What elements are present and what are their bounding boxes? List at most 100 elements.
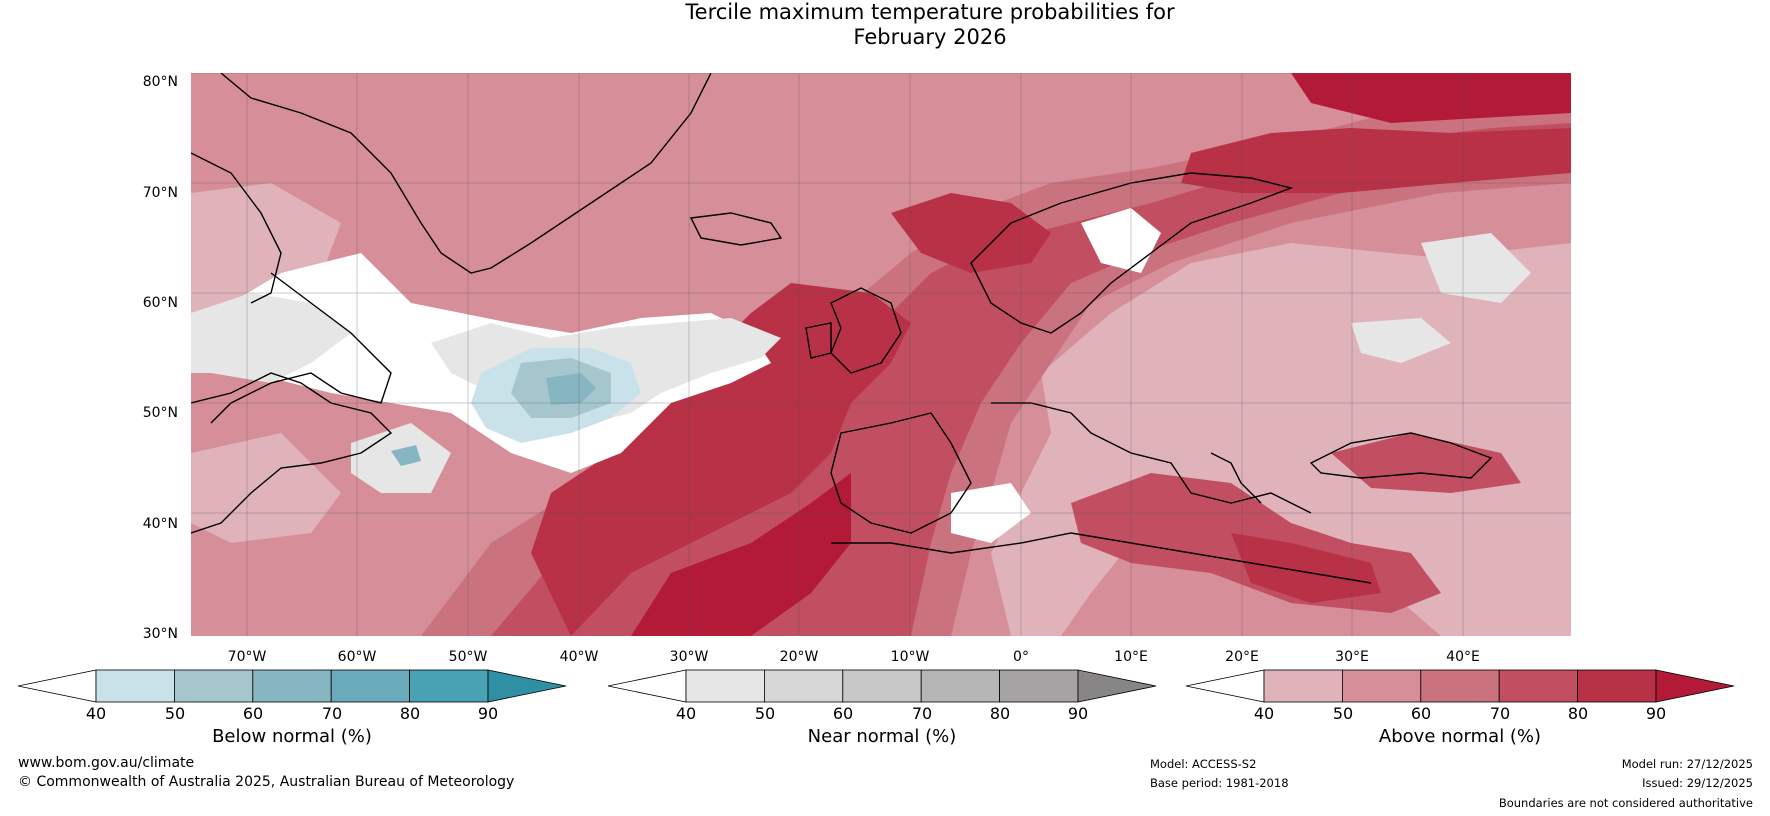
labrador-near-40-50 — [191, 293, 351, 383]
legend-swatch — [1263, 669, 1343, 703]
legend-tick: 80 — [1567, 704, 1589, 723]
map-svg — [191, 73, 1571, 636]
legend-tick: 80 — [989, 704, 1011, 723]
legend-title-near: Near normal (%) — [807, 726, 957, 747]
legend-tick: 50 — [164, 704, 186, 723]
website-link[interactable]: www.bom.gov.au/climate — [18, 755, 195, 771]
legend-swatch — [173, 669, 254, 703]
lat-label-30n: 30°N — [142, 626, 178, 642]
newfoundland-coast — [191, 372, 393, 534]
labrador-coast — [210, 272, 392, 424]
lon-label-40e: 40°E — [1446, 649, 1480, 665]
lon-label-10e: 10°E — [1114, 649, 1148, 665]
legend-tick: 70 — [1489, 704, 1511, 723]
legend-tick: 50 — [1332, 704, 1354, 723]
model-run-text: Model run: 27/12/2025 — [1621, 757, 1753, 771]
disclaimer-text: Boundaries are not considered authoritat… — [1498, 796, 1753, 810]
lon-label-30w: 30°W — [669, 649, 709, 665]
blacksea-above-70-80 — [1331, 433, 1521, 493]
lat-label-70n: 70°N — [142, 185, 178, 201]
africa-coast — [831, 532, 1372, 584]
base-period-text: Base period: 1981-2018 — [1150, 776, 1289, 790]
legend-tick: 80 — [399, 704, 421, 723]
legend-below-normal: 40 50 60 70 80 90 Below normal (%) — [17, 668, 567, 747]
mediterranean-above-80-90 — [1231, 533, 1381, 603]
legend-swatch — [685, 669, 765, 703]
below-normal-small — [391, 445, 421, 466]
legend-extend-high — [487, 669, 567, 703]
legend-swatch — [330, 669, 411, 703]
legend-swatch — [409, 669, 489, 703]
ireland-coast — [805, 322, 832, 359]
legend-swatch — [1420, 669, 1500, 703]
iceland-coast — [689, 212, 783, 246]
italy-coast — [1210, 452, 1262, 504]
russia-near-40-50 — [1421, 233, 1531, 303]
legend-swatch — [1498, 669, 1579, 703]
map-title: Tercile maximum temperature probabilitie… — [0, 0, 1770, 50]
lon-label-30e: 30°E — [1335, 649, 1369, 665]
legend-swatch — [842, 669, 922, 703]
legend-extend-high — [1655, 669, 1735, 703]
legend-swatch — [252, 669, 332, 703]
issued-text: Issued: 29/12/2025 — [1642, 776, 1753, 790]
legend-title-below: Below normal (%) — [212, 726, 372, 747]
below-normal-70-80 — [546, 373, 596, 405]
legend-tick: 40 — [1253, 704, 1275, 723]
arctic-above-80-90 — [1181, 128, 1571, 193]
legend-bar-near — [607, 669, 1157, 703]
copyright-text: © Commonwealth of Australia 2025, Austra… — [18, 774, 515, 790]
title-line-2: February 2026 — [853, 25, 1007, 49]
greenland-coast — [220, 73, 712, 274]
lon-label-70w: 70°W — [227, 649, 267, 665]
legend-tick: 70 — [321, 704, 343, 723]
legend-title-above: Above normal (%) — [1378, 726, 1542, 747]
legend-swatch — [1341, 669, 1422, 703]
legend-tick: 70 — [911, 704, 933, 723]
legend-extend-low — [17, 669, 97, 703]
lat-label-40n: 40°N — [142, 516, 178, 532]
lon-label-20e: 20°E — [1225, 649, 1259, 665]
lon-label-10w: 10°W — [890, 649, 930, 665]
coastlines — [191, 73, 1493, 584]
legend-tick: 90 — [1645, 704, 1667, 723]
legend-tick: 90 — [1067, 704, 1089, 723]
legend-tick: 60 — [242, 704, 264, 723]
lon-label-60w: 60°W — [337, 649, 377, 665]
legend-tick: 50 — [754, 704, 776, 723]
scandinavia-coast — [970, 172, 1294, 334]
lat-label-50n: 50°N — [142, 405, 178, 421]
lon-label-40w: 40°W — [559, 649, 599, 665]
legend-extend-low — [607, 669, 687, 703]
med-north-coast — [991, 402, 1312, 514]
arctic-above-90 — [1291, 73, 1571, 123]
legend-bar-above — [1185, 669, 1735, 703]
legend-swatch — [999, 669, 1079, 703]
atlantic-above-90 — [631, 473, 851, 636]
legend-swatch — [763, 669, 844, 703]
legend-extend-high — [1077, 669, 1157, 703]
model-text: Model: ACCESS-S2 — [1150, 757, 1257, 771]
lat-label-60n: 60°N — [142, 295, 178, 311]
baffin-coast — [191, 152, 282, 304]
legend-swatch — [920, 669, 1001, 703]
lat-label-80n: 80°N — [142, 74, 178, 90]
iceland-above-80-90 — [891, 193, 1051, 273]
legend-above-normal: 40 50 60 70 80 90 Above normal (%) — [1185, 668, 1735, 747]
legend-tick: 90 — [477, 704, 499, 723]
legend-tick: 60 — [832, 704, 854, 723]
blacksea-coast — [1309, 432, 1493, 479]
lon-label-50w: 50°W — [448, 649, 488, 665]
lon-label-0: 0° — [1013, 649, 1029, 665]
legend-tick: 60 — [1410, 704, 1432, 723]
lon-label-20w: 20°W — [779, 649, 819, 665]
legend-near-normal: 40 50 60 70 80 90 Near normal (%) — [607, 668, 1157, 747]
scandinavia-blank — [1081, 208, 1161, 273]
legend-extend-low — [1185, 669, 1265, 703]
russia-near-40-50-b — [1351, 318, 1451, 363]
title-line-1: Tercile maximum temperature probabilitie… — [685, 0, 1175, 24]
atlantic-above-80-90a — [531, 283, 911, 636]
legend-tick: 40 — [675, 704, 697, 723]
legend-swatch — [1577, 669, 1657, 703]
legend-swatch — [95, 669, 175, 703]
